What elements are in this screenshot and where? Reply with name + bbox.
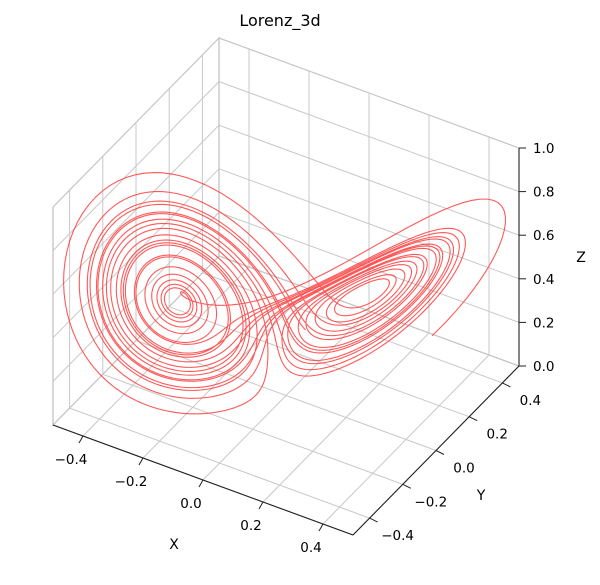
y-tick-3-mark [468, 416, 478, 422]
x-tick-1-label: −0.2 [115, 474, 148, 490]
y-tick-0-label: −0.4 [381, 528, 414, 544]
grid-z-backwall-0 [218, 255, 520, 367]
y-tick-1-mark [402, 483, 412, 489]
z-tick-3-label: 0.6 [533, 228, 554, 244]
y-tick-0-mark [369, 517, 378, 523]
y-tick-4-label: 0.4 [520, 393, 541, 409]
y-axis-label: Y [476, 488, 486, 504]
lorenz-trajectory-line [63, 172, 506, 415]
chart-title: Lorenz_3d [239, 11, 320, 31]
trajectory-group [63, 172, 506, 415]
x-tick-4-label: 0.4 [300, 540, 321, 556]
grid-z-leftwall-5 [52, 37, 220, 208]
x-tick-2-mark [198, 479, 204, 488]
x-tick-3-label: 0.2 [240, 518, 261, 534]
grid-z-leftwall-0 [52, 255, 220, 426]
z-axis-label: Z [576, 250, 586, 266]
z-tick-1-label: 0.2 [533, 315, 554, 331]
x-tick-4-mark [318, 523, 324, 532]
grid-z-backwall-2 [218, 168, 520, 280]
x-axis-label: X [169, 537, 179, 553]
y-tick-3-label: 0.2 [486, 427, 507, 443]
y-tick-1-label: −0.2 [414, 494, 447, 510]
grid-y-floor-3 [169, 306, 470, 418]
z-tick-5-label: 1.0 [533, 141, 554, 157]
grid-z-backwall-3 [218, 124, 520, 236]
grid-y-floor-0 [69, 407, 370, 519]
x-tick-0-mark [78, 435, 84, 444]
grid-y-floor-1 [102, 373, 403, 485]
z-tick-2-label: 0.4 [533, 272, 554, 288]
x-tick-2-label: 0.0 [180, 496, 201, 512]
x-tick-0-label: −0.4 [55, 452, 88, 468]
x-tick-1-mark [138, 457, 144, 466]
y-tick-4-mark [502, 382, 511, 388]
grid-y-floor-2 [135, 340, 437, 451]
y-tick-2-label: 0.0 [453, 461, 474, 477]
grid-z-leftwall-2 [52, 168, 220, 339]
y-tick-2-mark [435, 450, 445, 455]
tick-labels: −0.4 −0.2 0.0 0.2 0.4 −0.4 −0.2 0.0 0.2 0.4 0.0 0.2… [55, 141, 555, 556]
grid-z-leftwall-4 [52, 81, 220, 251]
grid-z-backwall-4 [218, 81, 520, 193]
z-tick-4-label: 0.8 [533, 185, 554, 201]
grid-lines [52, 37, 520, 525]
z-tick-0-label: 0.0 [533, 359, 554, 375]
grid-z-backwall-5 [218, 37, 520, 149]
x-tick-3-mark [258, 501, 264, 510]
